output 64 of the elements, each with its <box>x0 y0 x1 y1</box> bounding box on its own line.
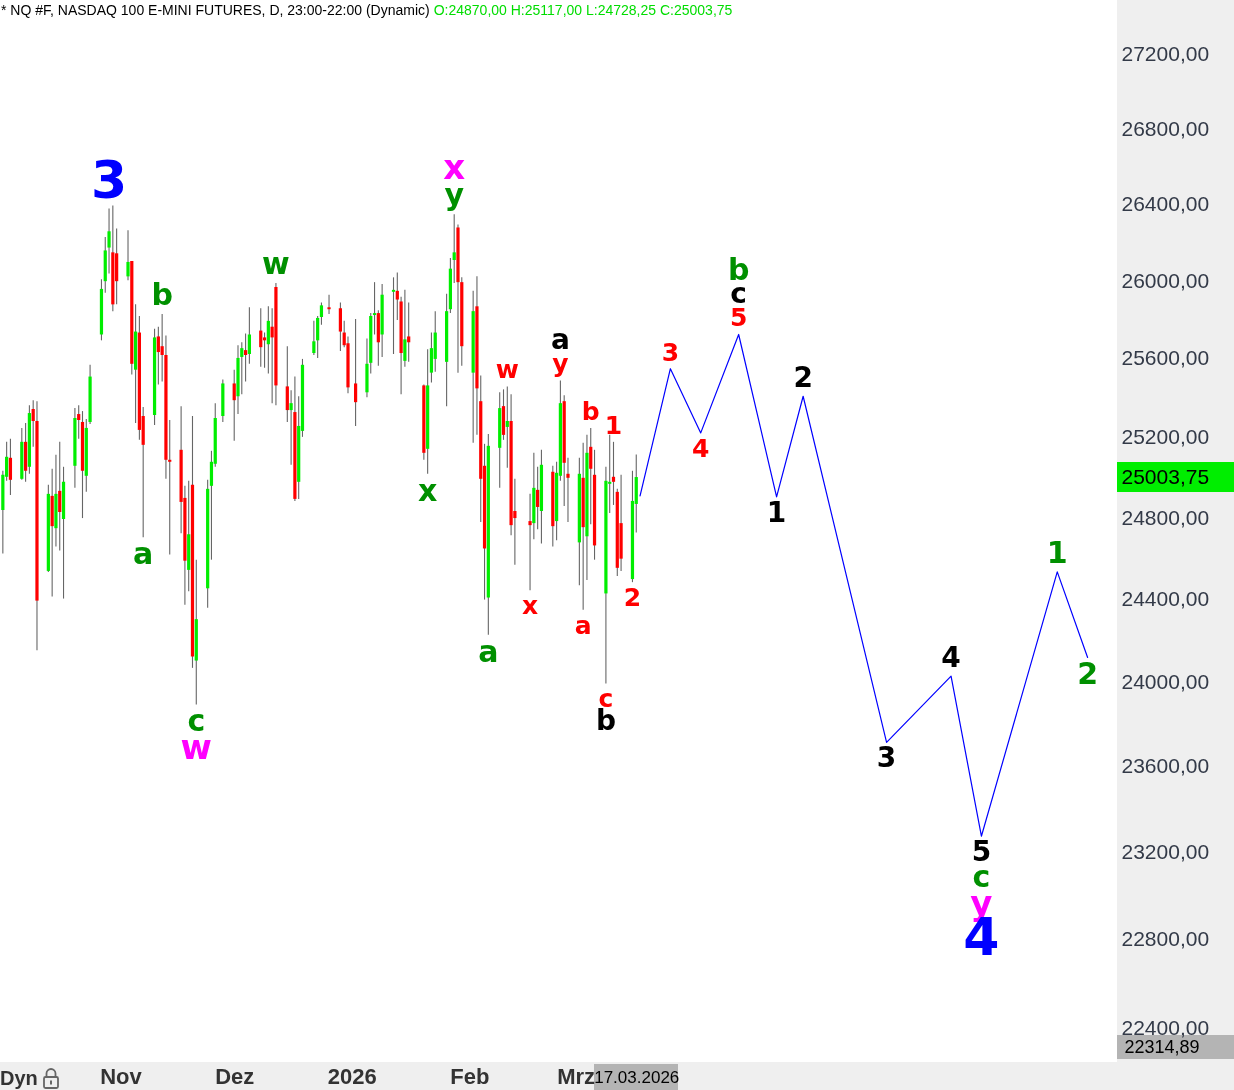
annotation: a <box>133 536 154 572</box>
annotation: x <box>443 147 466 188</box>
annotation: w <box>495 355 519 385</box>
annotation: 3 <box>876 741 897 775</box>
y-tick-label: 25600,00 <box>1121 346 1210 370</box>
annotation: 1 <box>766 495 787 529</box>
candlestick <box>452 213 456 284</box>
annotation: 2 <box>1077 656 1099 692</box>
annotation: 4 <box>941 641 961 675</box>
y-tick-label: 24800,00 <box>1121 505 1210 529</box>
x-tick-label: Nov <box>100 1063 143 1089</box>
candlestick <box>319 301 324 326</box>
annotation: a <box>574 610 592 640</box>
annotation: b <box>581 396 600 426</box>
candlestick <box>259 307 263 368</box>
y-tick-label: 26000,00 <box>1121 268 1210 292</box>
candlestick <box>312 320 316 356</box>
candlestick <box>353 318 358 427</box>
y-tick-label: 27200,00 <box>1121 42 1210 66</box>
annotation: b <box>151 277 173 313</box>
annotation: 2 <box>623 583 642 613</box>
candlestick <box>247 306 251 365</box>
annotation: 5 <box>971 835 992 869</box>
candlestick <box>126 229 130 281</box>
candlestick <box>372 281 377 336</box>
annotation: 3 <box>90 150 128 211</box>
annotation: 1 <box>604 410 623 440</box>
candlestick <box>243 332 248 383</box>
annotation: 1 <box>1046 534 1068 570</box>
annotation: b <box>727 252 750 288</box>
x-tick-label: Mrz <box>557 1063 596 1089</box>
y-tick-label: 26400,00 <box>1121 192 1210 216</box>
chart-title: * NQ #F, NASDAQ 100 E-MINI FUTURES, D, 23:00-22:00 (Dynamic) <box>1 2 430 18</box>
candlestick <box>8 438 13 496</box>
candlestick <box>536 466 540 530</box>
candlestick <box>327 294 331 315</box>
candlestick <box>391 276 396 355</box>
annotation: x <box>417 472 438 508</box>
y-tick-label: 22800,00 <box>1121 927 1210 951</box>
annotation: 4 <box>692 433 710 463</box>
y-tick-label: 25200,00 <box>1121 425 1210 449</box>
annotation: w <box>262 246 290 282</box>
chart-subtitle: O:24870,00 H:25117,00 L:24728,25 C:25003,75 <box>433 2 733 18</box>
annotation: x <box>521 591 539 621</box>
y-tick-label: 26800,00 <box>1121 116 1210 140</box>
y-tick-label: 25003,75 <box>1121 464 1210 488</box>
y-tick-label: 23600,00 <box>1121 754 1210 778</box>
annotation: a <box>478 633 499 669</box>
candlestick <box>505 385 509 469</box>
y-tick-label: 23200,00 <box>1121 839 1210 863</box>
x-tick-label: 2026 <box>327 1063 377 1089</box>
annotation: 3 <box>661 337 680 367</box>
y-tick-label: 24000,00 <box>1121 669 1210 693</box>
y-tick-label: 22400,00 <box>1121 1015 1210 1039</box>
x-tick-label: Feb <box>450 1063 490 1089</box>
y-tick-label: 24400,00 <box>1121 587 1210 611</box>
text: Dyn <box>0 1066 38 1090</box>
candlestick <box>316 315 320 359</box>
candlestick <box>58 441 62 552</box>
x-tick-label: Dez <box>215 1063 255 1089</box>
candlestick <box>262 331 267 369</box>
candlestick <box>338 301 343 352</box>
candlestick <box>611 441 616 506</box>
annotation: 2 <box>793 361 813 395</box>
